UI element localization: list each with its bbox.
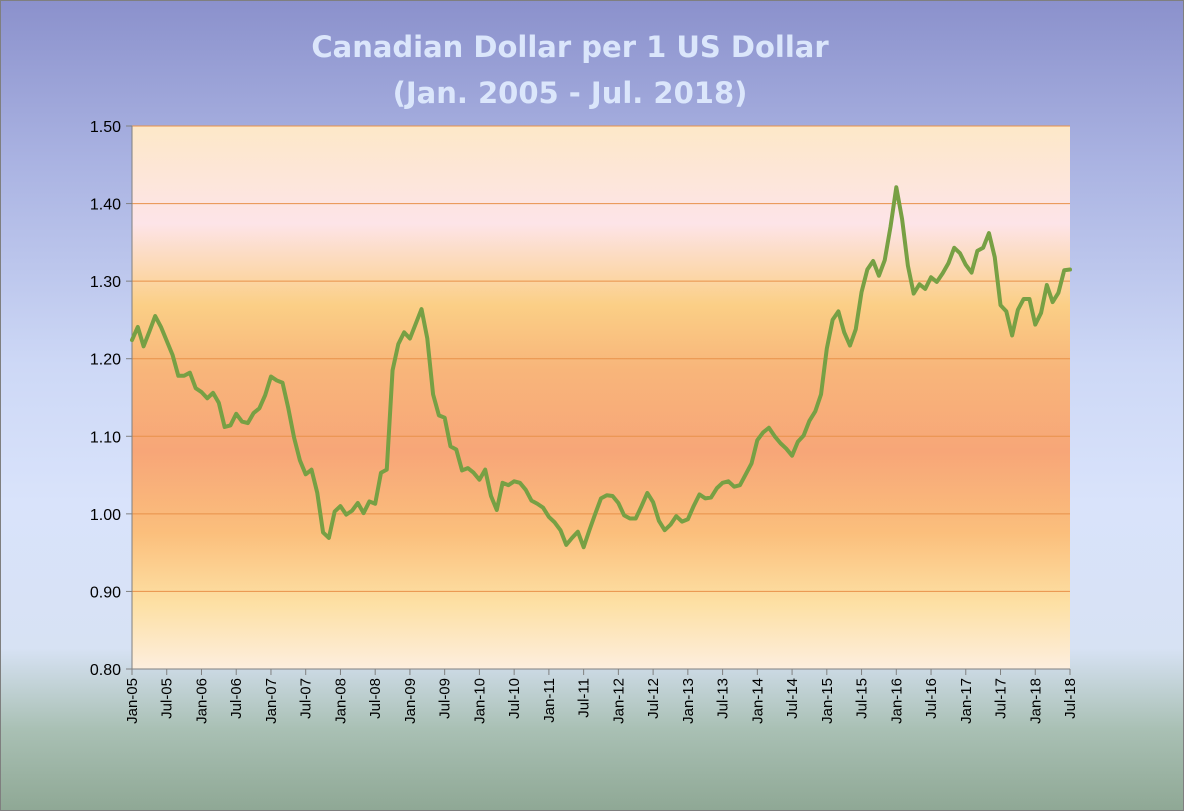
x-tick-label-24: Jan-17 bbox=[958, 678, 975, 724]
x-tick-label-6: Jan-08 bbox=[332, 678, 349, 724]
x-tick-label-18: Jan-14 bbox=[749, 678, 766, 724]
x-tick-label-3: Jul-06 bbox=[228, 678, 245, 719]
y-tick-label-6: 1.40 bbox=[90, 197, 121, 214]
x-tick-label-22: Jan-16 bbox=[888, 678, 905, 724]
x-tick-label-1: Jul-05 bbox=[159, 678, 176, 719]
x-tick-label-27: Jul-18 bbox=[1062, 678, 1079, 719]
x-tick-label-0: Jan-05 bbox=[124, 678, 141, 724]
x-tick-label-16: Jan-13 bbox=[680, 678, 697, 724]
x-tick-label-11: Jul-10 bbox=[506, 678, 523, 719]
x-tick-label-2: Jan-06 bbox=[193, 678, 210, 724]
y-tick-label-7: 1.50 bbox=[90, 119, 121, 136]
x-tick-label-5: Jul-07 bbox=[298, 678, 315, 719]
x-tick-label-23: Jul-16 bbox=[923, 678, 940, 719]
x-tick-label-26: Jan-18 bbox=[1027, 678, 1044, 724]
series-line bbox=[130, 185, 1072, 550]
y-tick-label-4: 1.20 bbox=[90, 352, 121, 369]
x-tick-label-13: Jul-11 bbox=[576, 678, 593, 718]
y-tick-label-5: 1.30 bbox=[90, 274, 121, 291]
x-tick-label-12: Jan-11 bbox=[541, 678, 558, 723]
x-axis-ticks: Jan-05 Jul-05 Jan-06 Jul-06 Jan-07 Jul-07 Jan-… bbox=[124, 669, 1079, 724]
x-tick-label-21: Jul-15 bbox=[854, 678, 871, 719]
plot-area bbox=[132, 126, 1070, 669]
chart-title-line-1: Canadian Dollar per 1 US Dollar bbox=[311, 30, 829, 64]
y-tick-label-3: 1.10 bbox=[90, 429, 121, 446]
x-tick-label-8: Jan-09 bbox=[402, 678, 419, 724]
x-tick-label-17: Jul-13 bbox=[715, 678, 732, 719]
grid-lines bbox=[132, 125, 1070, 592]
x-tick-label-10: Jan-10 bbox=[471, 678, 488, 724]
x-tick-label-4: Jan-07 bbox=[263, 678, 280, 724]
x-tick-label-7: Jul-08 bbox=[367, 678, 384, 719]
y-tick-label-0: 0.80 bbox=[90, 662, 121, 679]
x-tick-label-15: Jul-12 bbox=[645, 678, 662, 719]
x-tick-label-19: Jul-14 bbox=[784, 678, 801, 719]
chart-title-line-2: (Jan. 2005 - Jul. 2018) bbox=[393, 76, 748, 110]
y-tick-label-2: 1.00 bbox=[90, 507, 121, 524]
y-axis-ticks: 0.80 0.90 1.00 1.10 1.20 1.30 1.40 1.50 bbox=[90, 119, 132, 679]
x-tick-label-20: Jan-15 bbox=[819, 678, 836, 724]
x-tick-label-25: Jul-17 bbox=[993, 678, 1010, 719]
x-tick-label-9: Jul-09 bbox=[437, 678, 454, 719]
y-tick-label-1: 0.90 bbox=[90, 584, 121, 601]
x-tick-label-14: Jan-12 bbox=[610, 678, 627, 724]
